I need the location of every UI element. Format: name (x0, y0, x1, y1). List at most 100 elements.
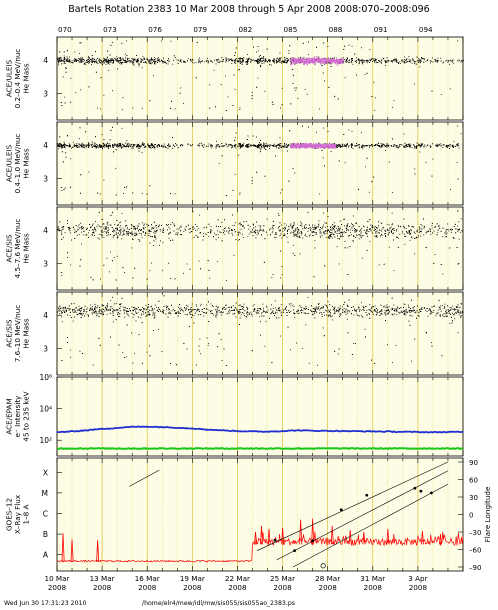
data-point (144, 61, 146, 63)
data-point (80, 174, 82, 176)
data-point (323, 127, 325, 129)
enhanced-point (330, 61, 332, 64)
data-point (109, 145, 111, 147)
data-point (367, 60, 369, 62)
data-point (243, 57, 245, 58)
data-point (408, 61, 410, 62)
data-point (146, 59, 148, 60)
data-point (294, 63, 296, 65)
data-point (62, 145, 64, 146)
data-point (453, 140, 455, 142)
data-point (253, 144, 255, 146)
data-point (427, 145, 428, 146)
data-point (357, 144, 359, 146)
enhanced-point (338, 61, 340, 63)
data-point (421, 143, 423, 145)
data-point (232, 145, 234, 147)
data-point (282, 146, 284, 147)
data-point (221, 61, 223, 62)
data-point (263, 146, 265, 148)
data-point (409, 143, 411, 145)
data-point (78, 61, 80, 63)
data-point (112, 126, 113, 128)
data-point (105, 63, 107, 65)
data-point (234, 61, 236, 63)
data-point (62, 60, 63, 62)
data-point (204, 61, 206, 63)
data-point (452, 144, 453, 146)
enhanced-point (330, 63, 332, 65)
data-point (83, 144, 85, 146)
enhanced-point (332, 144, 334, 146)
data-point (362, 63, 364, 65)
data-point (107, 142, 108, 144)
data-point (128, 143, 130, 145)
data-point (371, 144, 372, 145)
data-point (250, 144, 252, 146)
enhanced-point (326, 59, 328, 61)
data-point (154, 61, 156, 63)
data-point (374, 145, 375, 147)
data-point (81, 146, 83, 148)
data-point (351, 144, 353, 146)
data-point (225, 59, 227, 61)
doy-tick-label: 082 (238, 25, 252, 34)
data-point (308, 126, 309, 128)
data-point (457, 40, 459, 42)
data-point (381, 145, 383, 147)
data-point (396, 146, 398, 148)
data-point (109, 139, 111, 141)
enhanced-point (317, 61, 319, 63)
data-point (437, 60, 438, 62)
data-point (151, 144, 153, 146)
data-point (255, 145, 256, 147)
data-point (263, 62, 265, 64)
enhanced-point (334, 60, 336, 62)
data-point (383, 143, 385, 145)
data-point (458, 59, 460, 61)
data-point (375, 59, 376, 61)
enhanced-point (325, 146, 327, 148)
data-point (126, 186, 128, 188)
data-point (425, 161, 427, 163)
data-point (440, 145, 442, 147)
data-point (452, 146, 453, 148)
enhanced-point (309, 60, 311, 63)
data-point (149, 145, 151, 147)
data-point (440, 94, 442, 95)
data-point (411, 147, 413, 149)
data-point (340, 146, 342, 148)
data-point (59, 59, 61, 60)
data-point (112, 144, 113, 146)
enhanced-point (291, 144, 293, 146)
data-point (379, 60, 381, 62)
data-point (346, 145, 347, 147)
data-point (143, 57, 145, 59)
data-point (408, 143, 409, 145)
data-point (67, 135, 68, 137)
data-point (76, 142, 78, 144)
data-point (192, 59, 193, 60)
data-point (448, 60, 450, 62)
data-point (447, 144, 449, 146)
enhanced-point (293, 145, 295, 147)
data-point (134, 59, 136, 61)
data-point (390, 145, 392, 147)
data-point (146, 57, 148, 59)
data-point (107, 146, 109, 147)
enhanced-point (290, 64, 292, 66)
data-point (69, 56, 70, 58)
data-point (284, 143, 285, 144)
data-point (100, 62, 101, 64)
data-point (247, 135, 249, 137)
data-point (148, 60, 149, 62)
data-point (264, 90, 266, 92)
data-point (179, 92, 181, 94)
data-point (370, 60, 372, 62)
data-point (294, 172, 296, 174)
data-point (276, 145, 277, 146)
enhanced-point (299, 62, 301, 64)
data-point (99, 61, 100, 63)
data-point (362, 145, 364, 147)
data-point (120, 62, 121, 63)
